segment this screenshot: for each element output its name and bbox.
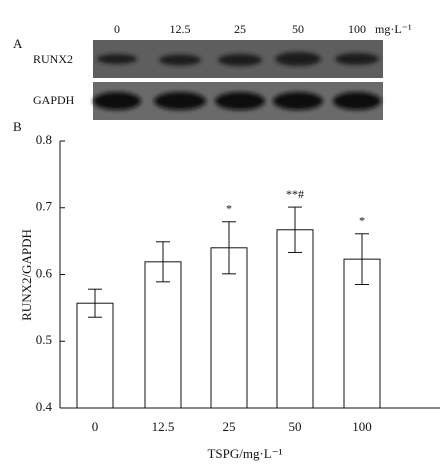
x-tick-label: 12.5 bbox=[152, 419, 175, 434]
x-tick-label: 50 bbox=[289, 419, 302, 434]
y-tick-label: 0.7 bbox=[36, 199, 53, 214]
panel-label: B bbox=[13, 119, 22, 134]
blot-gapdh bbox=[93, 82, 383, 120]
x-tick-label: 100 bbox=[352, 419, 372, 434]
bar bbox=[76, 302, 114, 409]
blot-lane-label: 100 bbox=[348, 22, 366, 36]
blot-runx2 bbox=[93, 40, 383, 78]
y-axis-label: RUNX2/GAPDH bbox=[19, 229, 34, 321]
y-tick-label: 0.8 bbox=[36, 132, 52, 147]
significance-label: * bbox=[359, 214, 365, 228]
bar bbox=[144, 261, 182, 409]
blot-lane-label: 12.5 bbox=[170, 22, 191, 36]
blot-lane-label: 25 bbox=[234, 22, 246, 36]
blot-row-label: GAPDH bbox=[33, 93, 75, 107]
significance-label: **# bbox=[286, 187, 304, 201]
y-tick-label: 0.6 bbox=[36, 265, 53, 280]
x-tick-label: 0 bbox=[92, 419, 99, 434]
bar bbox=[276, 229, 314, 409]
blot-unit: mg·L⁻¹ bbox=[375, 22, 412, 36]
blot-lane-label: 0 bbox=[114, 22, 120, 36]
significance-label: * bbox=[226, 202, 232, 216]
x-axis-label: TSPG/mg·L⁻¹ bbox=[207, 446, 282, 461]
y-tick-label: 0.4 bbox=[36, 399, 53, 414]
blot-row-label: RUNX2 bbox=[33, 52, 73, 66]
y-tick-label: 0.5 bbox=[36, 332, 52, 347]
x-tick-label: 25 bbox=[223, 419, 236, 434]
blot-lane-label: 50 bbox=[292, 22, 304, 36]
panel-label: A bbox=[13, 36, 23, 51]
